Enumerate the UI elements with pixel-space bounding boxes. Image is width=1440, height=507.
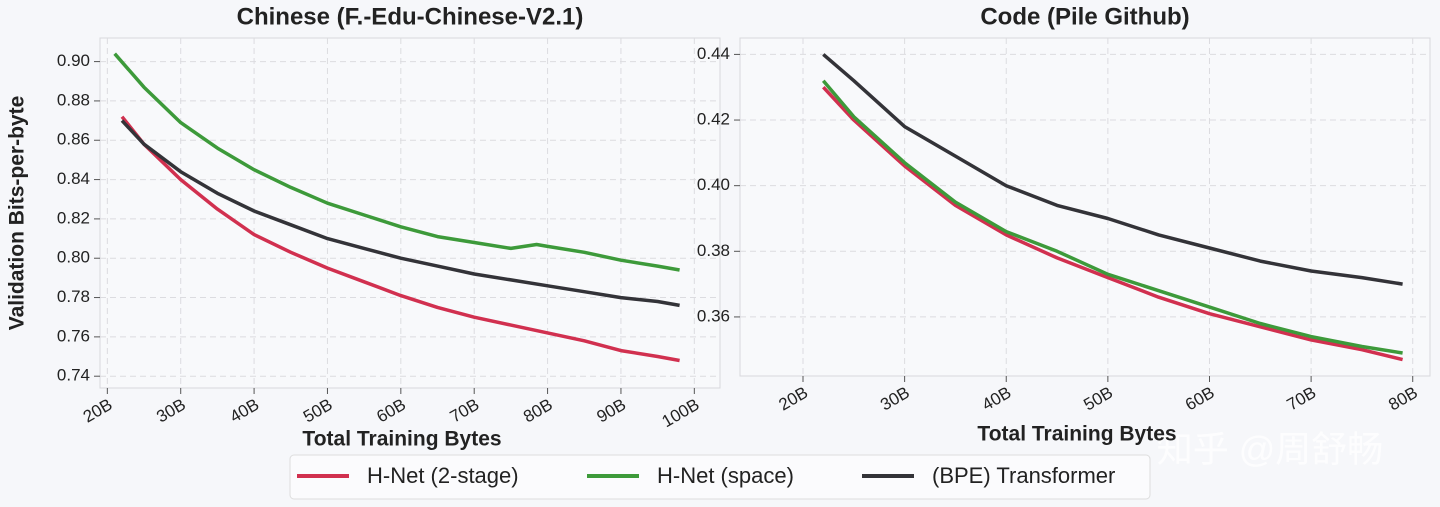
plot-area	[99, 37, 721, 389]
x-axis-label: Total Training Bytes	[977, 423, 1176, 446]
y-tick-label: 0.42	[697, 110, 730, 129]
y-tick-label: 0.76	[57, 326, 90, 345]
watermark: 知乎 @周舒畅	[1157, 429, 1384, 470]
y-tick-label: 0.36	[697, 306, 730, 325]
y-tick-label: 0.40	[697, 175, 730, 194]
legend: H-Net (2-stage) H-Net (space) (BPE) Transf…	[289, 454, 1151, 500]
y-tick-label: 0.74	[57, 366, 90, 385]
x-axis-label: Total Training Bytes	[302, 428, 501, 451]
legend-label: (BPE) Transformer	[932, 463, 1115, 488]
chart-title: Chinese (F.-Edu-Chinese-V2.1)	[237, 3, 584, 30]
y-tick-label: 0.86	[57, 130, 90, 149]
y-tick-label: 0.82	[57, 208, 90, 227]
series-line	[120, 119, 680, 308]
y-tick-label: 0.80	[57, 248, 90, 267]
series-line	[822, 53, 1403, 286]
legend-box	[289, 454, 1151, 500]
series-line	[113, 52, 680, 272]
y-tick-label: 0.88	[57, 90, 90, 109]
y-tick-label: 0.84	[57, 169, 90, 188]
y-tick-label: 0.78	[57, 287, 90, 306]
y-axis-label: Validation Bits-per-byte	[6, 96, 29, 331]
series-line	[821, 79, 1403, 355]
y-tick-label: 0.90	[57, 51, 90, 70]
legend-label: H-Net (space)	[657, 463, 794, 488]
y-tick-label: 0.38	[697, 241, 730, 260]
plot-area	[739, 37, 1431, 377]
y-tick-label: 0.44	[697, 44, 730, 63]
legend-label: H-Net (2-stage)	[367, 463, 519, 488]
series-line	[120, 115, 680, 363]
chart-title: Code (Pile Github)	[980, 3, 1189, 30]
series-line	[822, 86, 1404, 362]
